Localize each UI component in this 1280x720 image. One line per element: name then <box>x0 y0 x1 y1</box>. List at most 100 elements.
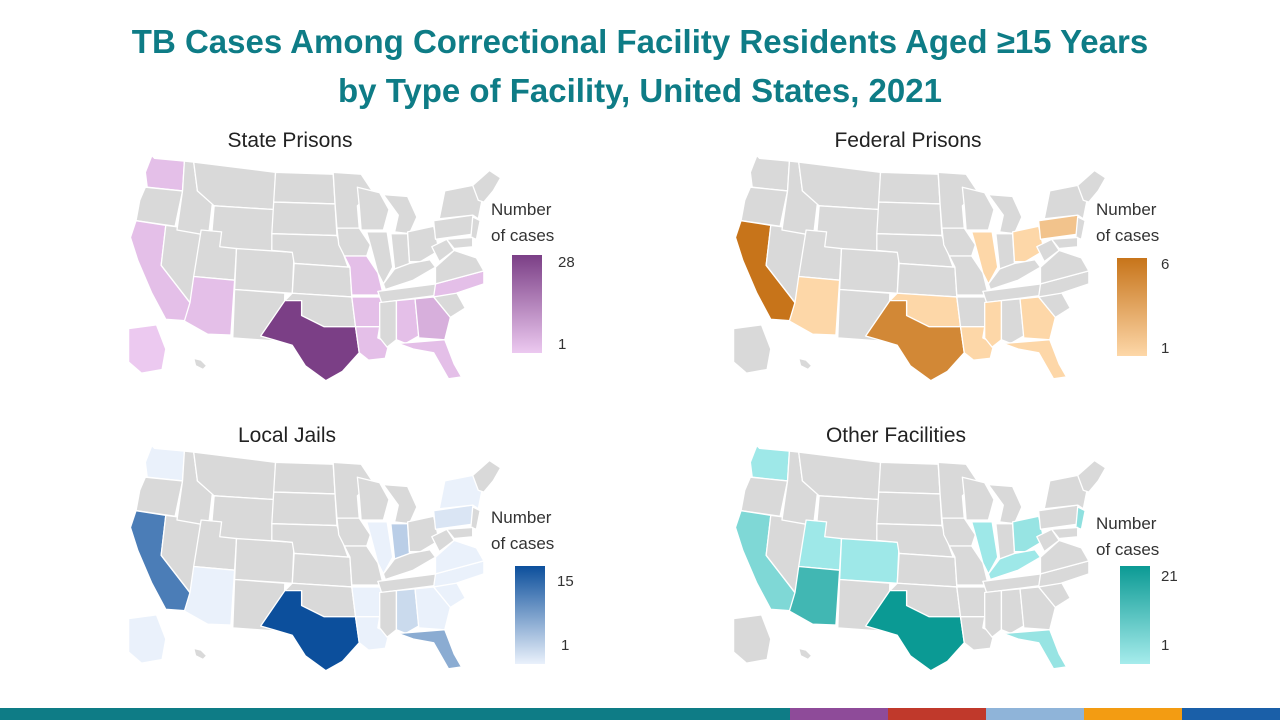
legend-label-other-facilities: Number of cases <box>1096 514 1160 559</box>
legend-label-federal-prisons: Number of cases <box>1096 200 1160 245</box>
state-ak <box>127 614 167 664</box>
state-mn <box>332 171 373 229</box>
state-mn <box>937 171 978 229</box>
state-in <box>995 233 1016 270</box>
state-sd <box>876 201 943 237</box>
panel-title-state-prisons: State Prisons <box>227 129 353 152</box>
state-oh <box>1011 515 1045 553</box>
state-wi <box>356 186 390 231</box>
state-az <box>183 275 236 336</box>
state-nj <box>470 506 481 530</box>
state-az <box>183 565 236 626</box>
state-ks <box>896 552 958 588</box>
state-fl <box>1002 339 1068 380</box>
state-ms <box>379 590 398 638</box>
state-in <box>390 523 411 560</box>
state-ar <box>351 296 383 328</box>
state-md <box>1051 236 1079 250</box>
state-ga <box>1019 586 1057 631</box>
state-mi <box>382 193 418 235</box>
state-sd <box>271 201 338 237</box>
state-al <box>1000 588 1025 635</box>
state-ky <box>382 549 437 581</box>
footer-segment <box>888 708 986 720</box>
us-map-local-jails <box>127 444 500 672</box>
state-co <box>233 247 295 294</box>
state-nd <box>878 461 941 495</box>
state-wa <box>144 444 186 482</box>
legend-min-local-jails: 1 <box>561 637 570 654</box>
legend-gradient-local-jails <box>515 566 545 664</box>
legend-gradient-state-prisons <box>512 255 542 353</box>
legend-min-other-facilities: 1 <box>1161 637 1170 654</box>
state-wi <box>961 186 995 231</box>
footer-segment <box>1182 708 1280 720</box>
state-az <box>788 565 841 626</box>
state-ne-reg <box>1077 459 1105 493</box>
state-wi <box>961 476 995 521</box>
state-sd <box>271 491 338 527</box>
state-oh <box>1011 225 1045 263</box>
state-wa <box>749 444 791 482</box>
footer-color-band <box>0 708 1280 720</box>
state-or <box>740 186 789 227</box>
state-ga <box>414 586 452 631</box>
legend-min-federal-prisons: 1 <box>1161 340 1170 357</box>
state-hi <box>798 647 813 661</box>
state-md <box>446 526 474 540</box>
us-map-state-prisons <box>127 154 500 382</box>
state-wa <box>749 154 791 192</box>
state-mi <box>382 483 418 525</box>
state-ne-reg <box>472 169 500 203</box>
state-az <box>788 275 841 336</box>
state-ga <box>1019 296 1057 341</box>
legend-label-state-prisons: Number of cases <box>491 200 555 245</box>
state-ky <box>987 549 1042 581</box>
state-fl <box>1002 629 1068 670</box>
state-ga <box>414 296 452 341</box>
state-nj <box>1075 216 1086 240</box>
state-ia <box>941 227 977 257</box>
state-ar <box>956 296 988 328</box>
legend-label-local-jails: Number of cases <box>491 508 555 553</box>
state-wi <box>356 476 390 521</box>
state-nj <box>470 216 481 240</box>
state-ms <box>984 590 1003 638</box>
state-nd <box>273 461 336 495</box>
state-mn <box>937 461 978 519</box>
state-hi <box>193 357 208 371</box>
state-hi <box>798 357 813 371</box>
state-md <box>446 236 474 250</box>
state-in <box>995 523 1016 560</box>
state-wv <box>1036 238 1060 263</box>
panel-title-federal-prisons: Federal Prisons <box>834 129 982 152</box>
legend-gradient-federal-prisons <box>1117 258 1147 356</box>
state-nd <box>273 171 336 205</box>
state-tx <box>865 590 965 672</box>
state-oh <box>406 225 440 263</box>
state-ky <box>382 259 437 291</box>
main-title-line-2: by Type of Facility, United States, 2021 <box>338 72 942 109</box>
state-mi <box>987 483 1023 525</box>
state-ks <box>291 262 353 298</box>
state-al <box>395 588 420 635</box>
footer-segment <box>790 708 888 720</box>
state-wv <box>1036 528 1060 553</box>
legend-gradient-other-facilities <box>1120 566 1150 664</box>
state-al <box>1000 298 1025 345</box>
state-or <box>135 476 184 517</box>
state-wa <box>144 154 186 192</box>
state-co <box>838 537 900 584</box>
state-nd <box>878 171 941 205</box>
state-nj <box>1075 506 1086 530</box>
state-co <box>233 537 295 584</box>
state-ar <box>351 586 383 618</box>
state-ks <box>291 552 353 588</box>
state-fl <box>397 339 463 380</box>
state-ms <box>379 300 398 348</box>
state-fl <box>397 629 463 670</box>
legend-max-local-jails: 15 <box>557 573 574 590</box>
footer-segment <box>1084 708 1182 720</box>
state-hi <box>193 647 208 661</box>
us-map-other-facilities <box>732 444 1105 672</box>
